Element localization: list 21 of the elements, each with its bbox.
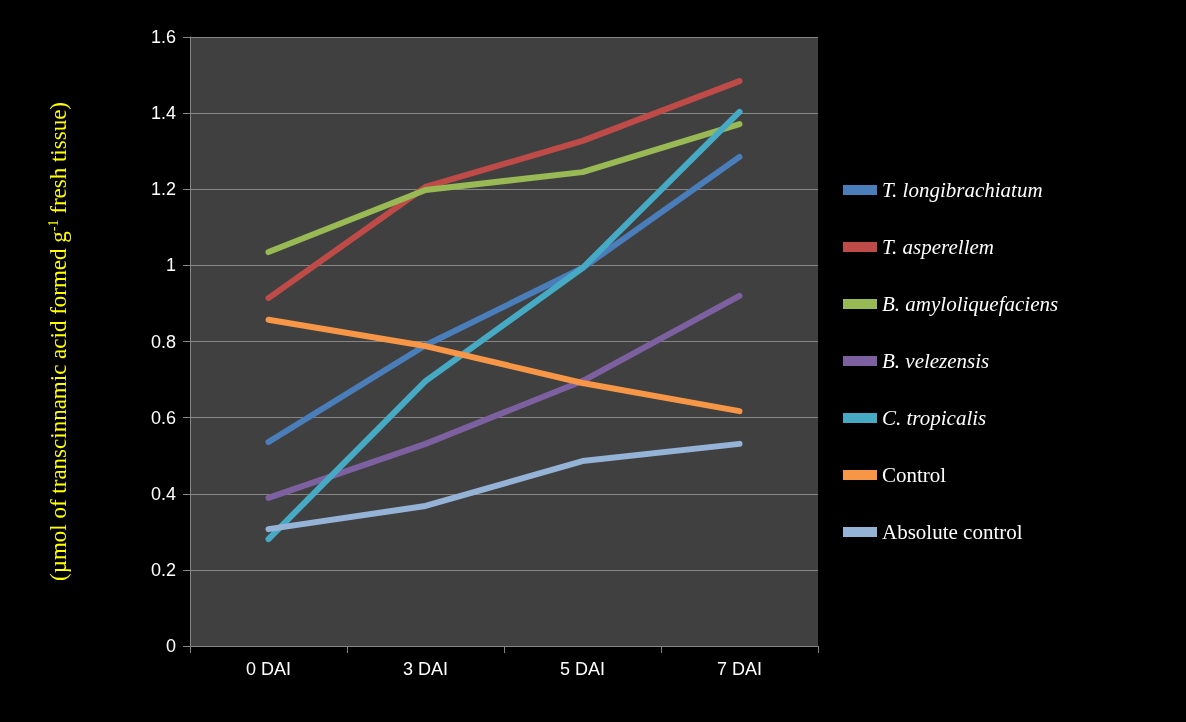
legend-label: T. longibrachiatum: [882, 178, 1043, 202]
y-tick-label: 0.6: [150, 407, 176, 428]
legend-label: Control: [882, 463, 947, 487]
x-tick-label: 5 DAI: [559, 659, 606, 679]
x-tick-label: 7 DAI: [716, 659, 763, 679]
legend-label: C. tropicalis: [882, 406, 987, 430]
y-tick-label: 1.6: [150, 27, 176, 47]
x-tick-label: 0 DAI: [245, 659, 292, 679]
x-tick-label: 3 DAI: [402, 659, 449, 679]
y-tick-label: 0.4: [150, 483, 176, 504]
legend-label: B. amyloliquefaciens: [882, 292, 1059, 316]
legend-label: T. asperellem: [882, 235, 994, 259]
y-tick-label: 1.4: [150, 103, 176, 124]
legend-label: Absolute control: [882, 520, 1023, 544]
y-tick-label: 1: [165, 255, 176, 276]
y-tick-label: 0: [165, 636, 176, 656]
legend-label: B. velezensis: [882, 349, 990, 373]
y-tick-label: 1.2: [150, 179, 176, 200]
y-tick-label: 0.8: [150, 331, 176, 352]
y-tick-label: 0.2: [150, 559, 176, 580]
y-axis-title: (µmol of transcinnamic acid formed g-1 fresh tissue): [45, 101, 71, 582]
